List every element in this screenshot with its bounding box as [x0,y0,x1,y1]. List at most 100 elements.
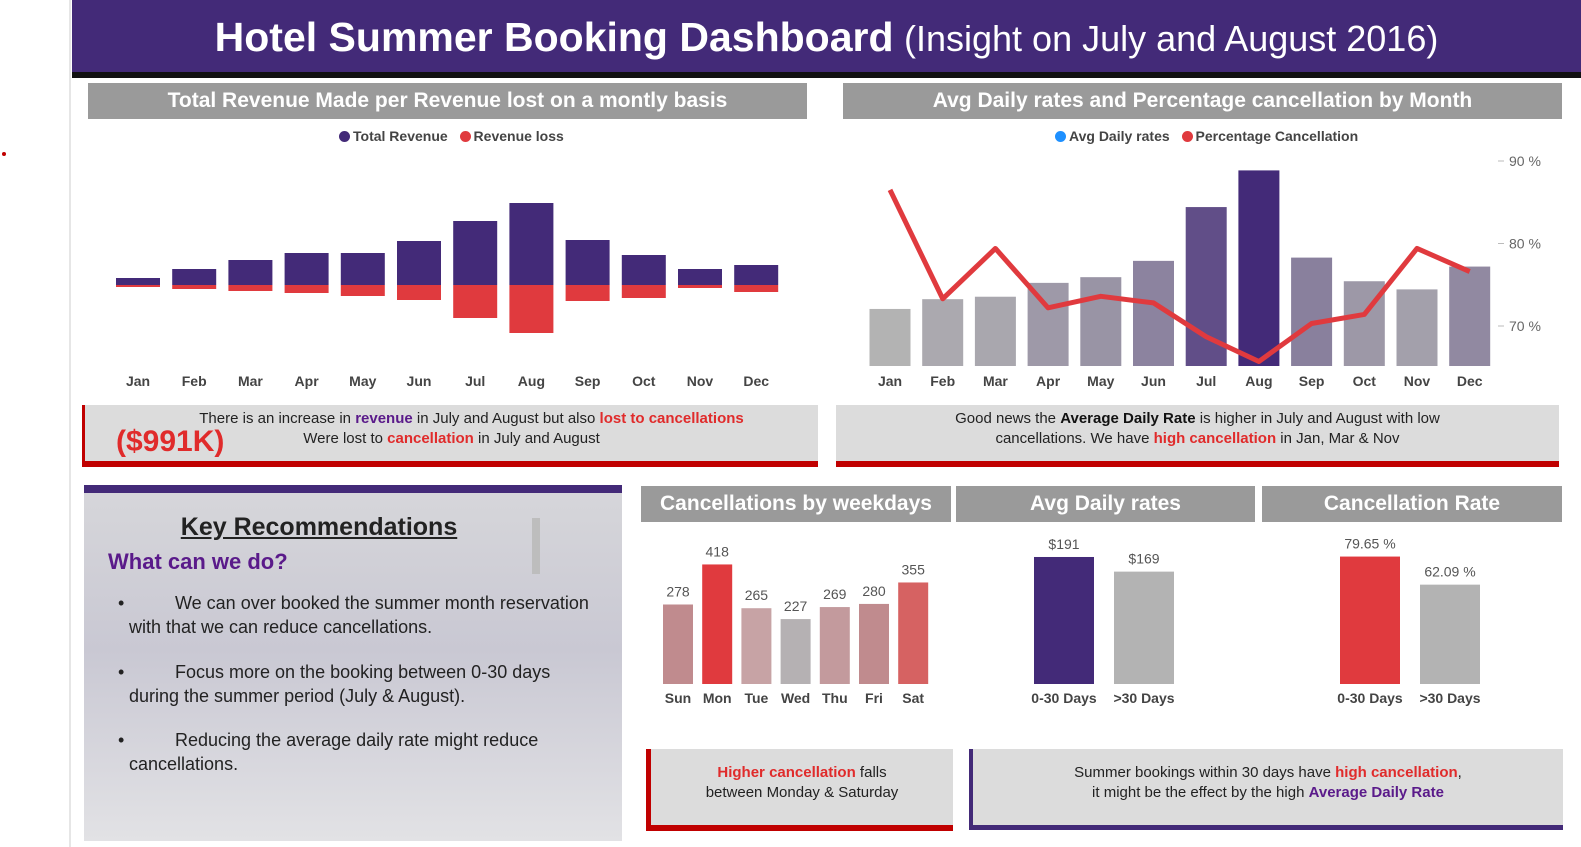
bar-avg-daily-rate [1185,207,1227,366]
summer-insight-note: Summer bookings within 30 days have high… [969,749,1563,830]
bar-total-revenue [565,240,610,285]
data-label: 278 [666,583,690,599]
divider-bar [532,518,540,574]
revenue-insight-note: There is an increase in revenue in July … [82,405,818,467]
adr-insight-note: Good news the Average Daily Rate is high… [836,405,1559,467]
bar-total-revenue [172,269,217,285]
x-tick-label: Apr [1036,373,1061,389]
legend-dot-icon [339,131,350,142]
x-tick-label: Jan [878,373,902,389]
legend-avg-daily-rates: Avg Daily rates [1055,128,1170,144]
x-tick-label: Oct [1353,373,1377,389]
data-label: 227 [784,598,808,614]
bar-total-revenue [340,253,385,285]
bar-total-revenue [509,203,554,285]
bar-revenue-loss [509,285,554,333]
bullet-icon: • [118,730,125,750]
left-margin-rule [69,0,71,847]
bar-avg-daily-rate [1396,289,1438,366]
data-label: 62.09 % [1424,564,1475,580]
x-tick-label: Sep [575,373,601,389]
bar-weekday_cancellations [663,604,693,684]
y-tick-label: 90 % [1509,153,1541,169]
bar-avg-daily-rate [1449,266,1491,366]
recommendation-item-3: Reducing the average daily rate might re… [129,730,539,774]
x-tick-label: Sep [1299,373,1325,389]
x-tick-label: Mar [238,373,263,389]
revenue-legend: Total Revenue Revenue loss [339,128,572,144]
adr-note-line1: Good news the Average Daily Rate is high… [955,410,1440,427]
bar-weekday_cancellations [702,564,733,684]
x-tick-label: Sun [665,690,691,706]
bar-weekday_cancellations [741,608,772,684]
bar-avg-daily-rate [1291,257,1333,366]
bar-avg-daily-rate [1027,282,1069,366]
revenue-note-line1: There is an increase in revenue in July … [199,410,744,427]
x-tick-label: Nov [1404,373,1431,389]
x-tick-label: Feb [182,373,207,389]
x-tick-label: May [349,373,376,389]
bar-total-revenue [621,255,666,285]
bar-revenue-loss [172,285,217,289]
x-tick-label: Wed [781,690,810,706]
cancel-rate-panel-title: Cancellation Rate [1262,486,1562,522]
recommendations-heading: Key Recommendations [180,513,458,541]
x-tick-label: Apr [295,373,320,389]
bar-revenue-loss [284,285,329,293]
bar-weekday_cancellations [898,582,929,684]
x-tick-label: Sat [902,690,924,706]
x-tick-label: Jan [126,373,150,389]
bar-total-revenue [453,221,498,285]
bar-total-revenue [734,265,779,285]
adr-note-line2: cancellations. We have high cancellation… [995,430,1400,447]
x-tick-label: Thu [822,690,848,706]
summer-note-line1: Summer bookings within 30 days have high… [1074,764,1462,781]
revenue-note-line2: Were lost to cancellation in July and Au… [303,430,600,447]
bar-cancellation_rate [1340,556,1400,684]
weekday-note-line1: Higher cancellation falls [717,764,887,781]
dashboard-title: Hotel Summer Booking Dashboard [214,14,894,60]
bar-adr_lead_time [1034,556,1094,684]
bar-avg-daily-rate [869,308,911,366]
bar-total-revenue [284,253,329,285]
x-tick-label: Nov [687,373,714,389]
data-label: $169 [1128,551,1159,567]
legend-dot-icon [1055,131,1066,142]
bar-weekday_cancellations [780,619,811,684]
bar-revenue-loss [116,285,160,287]
x-tick-label: Fri [865,690,883,706]
recommendation-item-2: Focus more on the booking between 0-30 d… [129,662,551,706]
bullet-icon: • [118,593,125,613]
legend-total-revenue: Total Revenue [339,128,448,144]
revenue-lost-amount: ($991K) [116,425,225,458]
revenue-chart: Jan Feb Mar Apr May Jun Jul Aug Sep Oct Nov Dec [116,203,779,389]
dashboard-subtitle: (Insight on July and August 2016) [903,18,1439,59]
weekday-insight-note: Higher cancellation falls between Monday… [646,749,953,831]
bar-adr_lead_time [1114,571,1174,684]
data-label: 265 [745,587,769,603]
x-tick-label: Feb [930,373,955,389]
x-tick-label: >30 Days [1419,690,1480,706]
bar-weekday_cancellations [819,607,850,684]
bar-revenue-loss [453,285,498,318]
bar-revenue-loss [565,285,610,301]
bar-avg-daily-rate [974,296,1016,366]
x-tick-label: Jul [465,373,485,389]
legend-percentage-cancellation: Percentage Cancellation [1181,128,1358,144]
x-tick-label: Oct [632,373,656,389]
bar-avg-daily-rate [1080,277,1122,366]
bar-revenue-loss [734,285,779,292]
bar-total-revenue [397,241,441,285]
bar-total-revenue [228,260,273,285]
adr-legend: Avg Daily rates Percentage Cancellation [1055,128,1366,144]
recommendation-item-1: We can over booked the summer month rese… [129,593,589,637]
adr-small-panel-title: Avg Daily rates [956,486,1255,522]
weekday-note-line2: between Monday & Saturday [705,784,899,801]
bar-total-revenue [116,278,160,285]
x-tick-label: Aug [518,373,545,389]
legend-dot-icon [459,131,471,142]
x-tick-label: Jun [1141,373,1166,389]
x-tick-label: Mon [703,690,732,706]
x-tick-label: >30 Days [1113,690,1174,706]
adr-panel-title: Avg Daily rates and Percentage cancellat… [843,83,1562,119]
